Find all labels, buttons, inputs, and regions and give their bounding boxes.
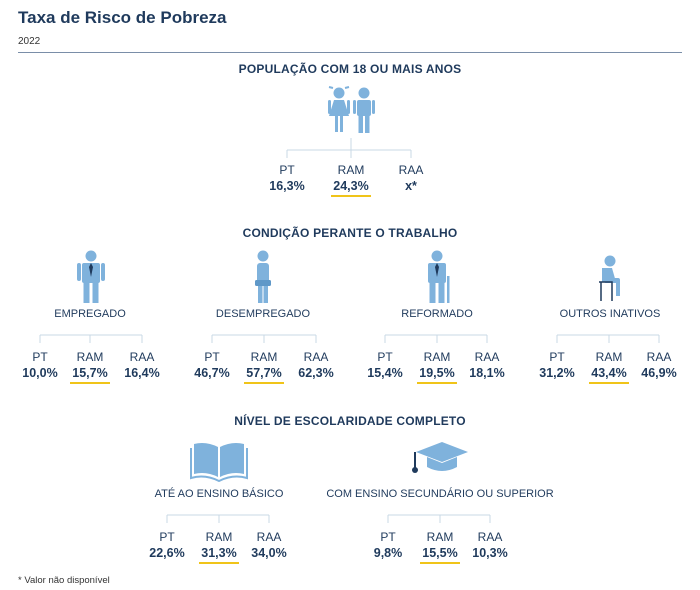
highlight-underline-population: [331, 195, 371, 197]
value-secondary-education-ram: 15,5%: [422, 546, 458, 560]
people-icon: [328, 86, 375, 133]
highlight-underline-secondary-education: [420, 562, 460, 564]
value-population-pt: 16,3%: [269, 179, 305, 193]
value-retired-ram: 19,5%: [419, 366, 455, 380]
region-label-other-inactive-pt: PT: [549, 350, 565, 364]
region-label-other-inactive-raa: RAA: [646, 350, 672, 364]
value-unemployed-raa: 62,3%: [298, 366, 334, 380]
value-secondary-education-pt: 9,8%: [373, 546, 403, 560]
region-label-population-ram: RAM: [337, 163, 365, 177]
highlight-underline-retired: [417, 382, 457, 384]
value-employed-raa: 16,4%: [124, 366, 160, 380]
employed-icon: [77, 250, 105, 303]
region-label-population-pt: PT: [279, 163, 295, 177]
value-retired-pt: 15,4%: [367, 366, 403, 380]
region-label-basic-education-pt: PT: [159, 530, 175, 544]
region-label-other-inactive-ram: RAM: [595, 350, 623, 364]
retired-icon: [428, 250, 450, 303]
region-label-population-raa: RAA: [398, 163, 424, 177]
value-other-inactive-raa: 46,9%: [641, 366, 677, 380]
region-label-employed-pt: PT: [32, 350, 48, 364]
value-basic-education-ram: 31,3%: [201, 546, 237, 560]
value-basic-education-pt: 22,6%: [149, 546, 185, 560]
region-label-retired-ram: RAM: [423, 350, 451, 364]
unemployed-icon: [255, 250, 271, 303]
graduation-cap-icon: [412, 442, 468, 473]
group-label-unemployed: DESEMPREGADO: [215, 308, 311, 320]
value-population-raa: x*: [405, 179, 417, 193]
value-unemployed-pt: 46,7%: [194, 366, 230, 380]
region-label-secondary-education-pt: PT: [380, 530, 396, 544]
highlight-underline-basic-education: [199, 562, 239, 564]
region-label-unemployed-ram: RAM: [250, 350, 278, 364]
section-heading-education: NÍVEL DE ESCOLARIDADE COMPLETO: [234, 414, 466, 428]
highlight-underline-employed: [70, 382, 110, 384]
group-label-other-inactive: OUTROS INATIVOS: [559, 308, 661, 320]
title-divider: [18, 52, 682, 53]
region-label-basic-education-ram: RAM: [205, 530, 233, 544]
group-label-retired: REFORMADO: [401, 308, 473, 320]
section-heading-work: CONDIÇÃO PERANTE O TRABALHO: [242, 226, 458, 240]
book-icon: [190, 443, 248, 482]
value-population-ram: 24,3%: [333, 179, 369, 193]
highlight-underline-unemployed: [244, 382, 284, 384]
value-retired-raa: 18,1%: [469, 366, 505, 380]
region-label-retired-raa: RAA: [474, 350, 500, 364]
value-other-inactive-ram: 43,4%: [591, 366, 627, 380]
region-label-unemployed-raa: RAA: [303, 350, 329, 364]
group-label-basic-education: ATÉ AO ENSINO BÁSICO: [154, 488, 284, 500]
group-label-employed: EMPREGADO: [54, 308, 126, 320]
region-label-unemployed-pt: PT: [204, 350, 220, 364]
region-label-secondary-education-raa: RAA: [477, 530, 503, 544]
value-basic-education-raa: 34,0%: [251, 546, 287, 560]
value-unemployed-ram: 57,7%: [246, 366, 282, 380]
year-label: 2022: [18, 36, 41, 47]
region-label-employed-ram: RAM: [76, 350, 104, 364]
footnote: * Valor não disponível: [18, 575, 110, 586]
region-label-employed-raa: RAA: [129, 350, 155, 364]
value-employed-pt: 10,0%: [22, 366, 58, 380]
highlight-underline-other-inactive: [589, 382, 629, 384]
group-label-secondary-education: COM ENSINO SECUNDÁRIO OU SUPERIOR: [326, 488, 554, 500]
value-other-inactive-pt: 31,2%: [539, 366, 575, 380]
page-title: Taxa de Risco de Pobreza: [18, 8, 227, 27]
region-label-retired-pt: PT: [377, 350, 393, 364]
region-label-secondary-education-ram: RAM: [426, 530, 454, 544]
value-secondary-education-raa: 10,3%: [472, 546, 508, 560]
section-heading-population: POPULAÇÃO COM 18 OU MAIS ANOS: [238, 62, 462, 76]
region-label-basic-education-raa: RAA: [256, 530, 282, 544]
other-inactive-icon: [599, 255, 620, 301]
value-employed-ram: 15,7%: [72, 366, 108, 380]
